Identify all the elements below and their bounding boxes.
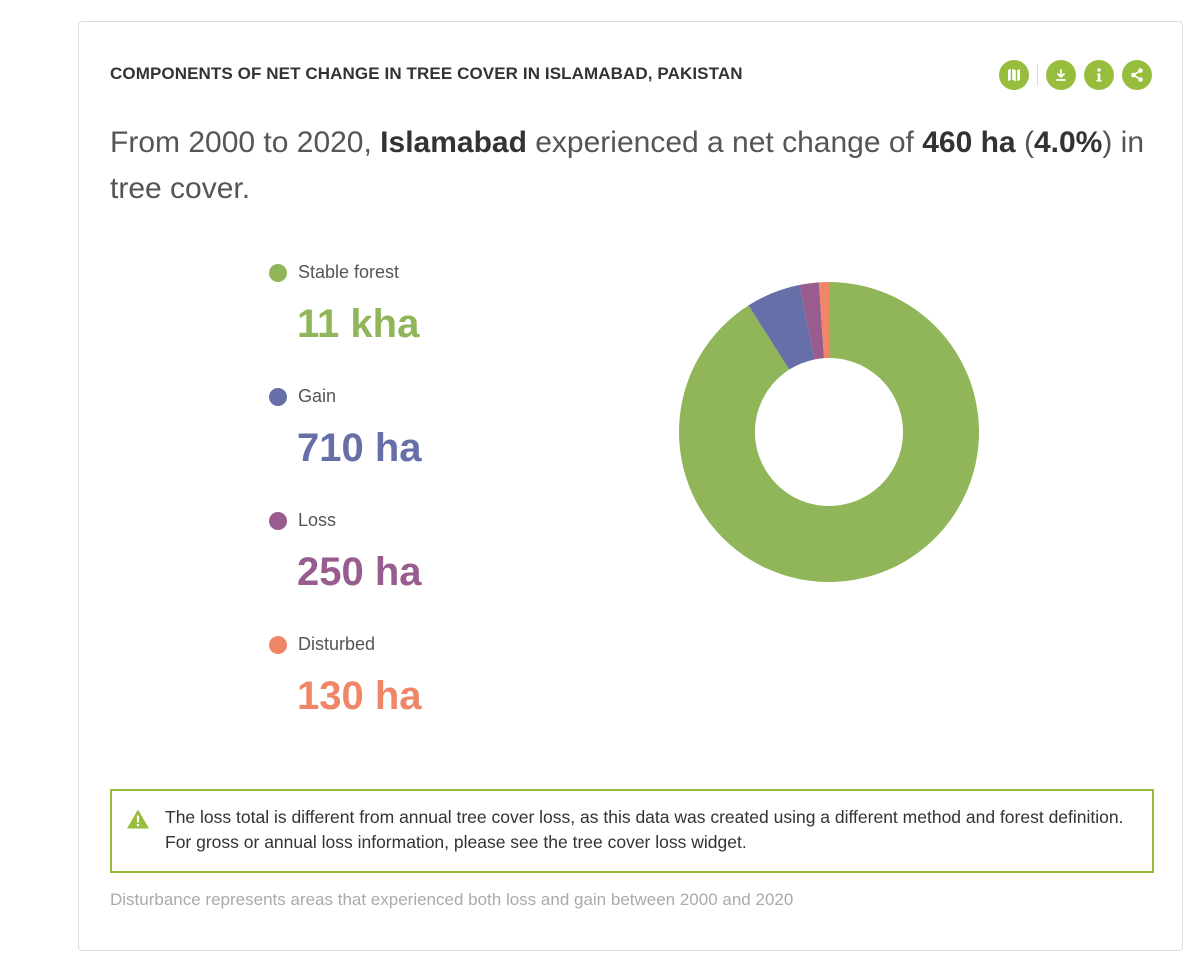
toolbar-divider xyxy=(1037,64,1038,86)
info-icon xyxy=(1096,68,1102,82)
summary-sentence: From 2000 to 2020, Islamabad experienced… xyxy=(110,120,1170,212)
info-button[interactable] xyxy=(1084,60,1114,90)
share-icon xyxy=(1131,68,1143,82)
donut-chart xyxy=(679,282,979,582)
summary-percent: 4.0% xyxy=(1033,126,1103,159)
legend-label-stable-forest: Stable forest xyxy=(298,262,400,282)
legend-value-disturbed: 130 ha xyxy=(297,674,422,718)
donut-slice-disturbed[interactable] xyxy=(818,282,829,359)
legend-value-loss: 250 ha xyxy=(297,550,422,594)
legend-dot-gain xyxy=(269,388,287,406)
summary-location: Islamabad xyxy=(380,126,527,159)
summary-suffix: ) in tree cover. xyxy=(110,126,1145,205)
map-button[interactable] xyxy=(999,60,1029,90)
download-icon xyxy=(1056,69,1066,81)
legend-label-loss: Loss xyxy=(298,510,337,530)
legend-label-disturbed: Disturbed xyxy=(298,634,376,654)
loss-notice: The loss total is different from annual … xyxy=(110,789,1154,873)
legend-dot-disturbed xyxy=(269,636,287,654)
map-icon xyxy=(1008,68,1020,82)
summary-prefix: From 2000 to 2020, xyxy=(110,126,381,159)
summary-open-paren: ( xyxy=(1015,126,1034,159)
summary-middle: experienced a net change of xyxy=(526,126,923,159)
download-button[interactable] xyxy=(1046,60,1076,90)
legend-value-gain: 710 ha xyxy=(297,426,422,470)
legend-value-stable-forest: 11 kha xyxy=(297,302,420,346)
notice-text: The loss total is different from annual … xyxy=(165,807,1124,852)
legend-dot-loss xyxy=(269,512,287,530)
footnote: Disturbance represents areas that experi… xyxy=(110,890,794,909)
donut-slice-gain[interactable] xyxy=(748,284,815,370)
widget-title: COMPONENTS OF NET CHANGE IN TREE COVER I… xyxy=(110,64,743,83)
donut-slice-stable-forest[interactable] xyxy=(679,282,979,582)
donut-slice-loss[interactable] xyxy=(799,282,825,360)
summary-amount: 460 ha xyxy=(922,126,1016,159)
legend-label-gain: Gain xyxy=(298,386,337,406)
widget-card: COMPONENTS OF NET CHANGE IN TREE COVER I… xyxy=(78,21,1183,951)
share-button[interactable] xyxy=(1122,60,1152,90)
legend-dot-stable-forest xyxy=(269,264,287,282)
widget-toolbar xyxy=(999,60,1152,90)
warning-icon xyxy=(127,809,149,829)
